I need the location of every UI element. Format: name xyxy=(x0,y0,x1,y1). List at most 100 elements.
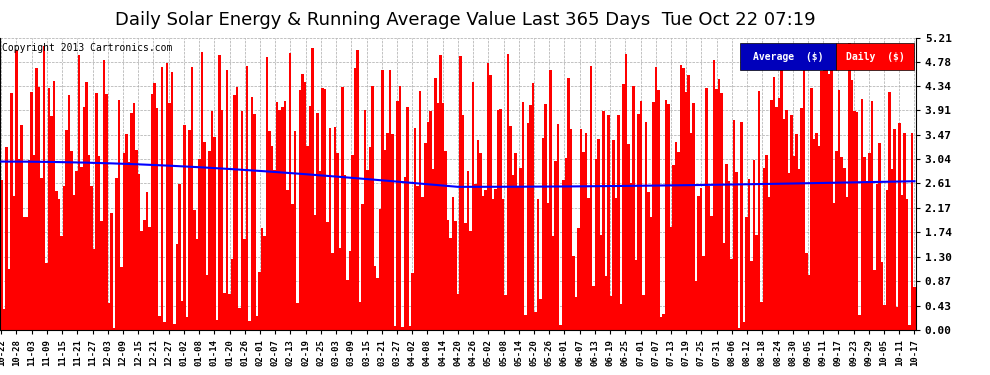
Bar xyxy=(116,178,118,330)
Bar xyxy=(281,107,283,330)
Bar xyxy=(386,132,389,330)
Bar xyxy=(863,158,865,330)
Bar xyxy=(153,82,155,330)
Bar xyxy=(582,152,584,330)
Bar xyxy=(540,300,542,330)
Bar xyxy=(401,327,404,330)
Bar xyxy=(369,147,371,330)
Bar xyxy=(98,156,100,330)
Text: Daily  ($): Daily ($) xyxy=(845,51,905,62)
Bar xyxy=(687,75,690,330)
Bar xyxy=(236,87,239,330)
Bar xyxy=(474,184,477,330)
Bar xyxy=(728,182,730,330)
Bar xyxy=(188,130,191,330)
Bar xyxy=(464,223,466,330)
Bar xyxy=(808,275,811,330)
Bar xyxy=(821,70,823,330)
Bar xyxy=(610,296,612,330)
Bar xyxy=(522,102,525,330)
Bar xyxy=(745,217,747,330)
Bar xyxy=(371,86,374,330)
Bar xyxy=(344,175,346,330)
Bar xyxy=(57,199,60,330)
FancyBboxPatch shape xyxy=(837,44,914,70)
Bar xyxy=(908,325,911,330)
Bar xyxy=(35,68,38,330)
Bar xyxy=(83,107,85,330)
Bar xyxy=(625,54,628,330)
Bar xyxy=(497,110,499,330)
Bar xyxy=(309,106,311,330)
Bar xyxy=(652,102,654,330)
Bar xyxy=(366,170,369,330)
Bar xyxy=(898,123,901,330)
Bar xyxy=(103,60,105,330)
Bar xyxy=(559,325,562,330)
Bar xyxy=(838,90,841,330)
Bar xyxy=(296,303,299,330)
Bar xyxy=(630,183,633,330)
Bar xyxy=(409,326,412,330)
Bar xyxy=(587,198,590,330)
Bar xyxy=(286,190,288,330)
Bar xyxy=(329,128,332,330)
Bar xyxy=(105,94,108,330)
Bar xyxy=(8,269,10,330)
Bar xyxy=(628,144,630,330)
Bar xyxy=(649,217,652,330)
Bar xyxy=(515,153,517,330)
Bar xyxy=(557,124,559,330)
Bar xyxy=(143,220,146,330)
Bar xyxy=(389,69,391,330)
Bar xyxy=(348,251,351,330)
Bar xyxy=(826,69,828,330)
Bar xyxy=(136,150,138,330)
Bar xyxy=(173,324,175,330)
Bar xyxy=(108,303,111,330)
Bar xyxy=(80,167,83,330)
Bar xyxy=(868,153,870,330)
Bar xyxy=(742,322,745,330)
Bar xyxy=(883,305,886,330)
Bar xyxy=(778,98,780,330)
Bar xyxy=(434,78,437,330)
Bar xyxy=(363,111,366,330)
Bar xyxy=(25,217,28,330)
Bar xyxy=(18,159,20,330)
Bar xyxy=(487,63,489,330)
Bar xyxy=(574,297,577,330)
Bar xyxy=(657,90,660,330)
Bar xyxy=(546,203,549,330)
Bar xyxy=(78,55,80,330)
Bar xyxy=(41,178,43,330)
Bar xyxy=(191,67,193,330)
Bar xyxy=(509,126,512,330)
Bar xyxy=(294,131,296,330)
Bar xyxy=(381,70,384,330)
Bar xyxy=(755,235,757,330)
Bar xyxy=(471,82,474,330)
Bar xyxy=(241,111,244,330)
Bar xyxy=(38,87,41,330)
Bar xyxy=(504,295,507,330)
Bar xyxy=(248,321,250,330)
Bar xyxy=(429,111,432,330)
Bar xyxy=(150,94,153,330)
Bar xyxy=(535,312,537,330)
Bar xyxy=(865,181,868,330)
Bar xyxy=(567,78,569,330)
Bar xyxy=(710,216,713,330)
Bar xyxy=(30,92,33,330)
Bar xyxy=(432,169,434,330)
Bar xyxy=(427,122,429,330)
Bar xyxy=(424,143,427,330)
Bar xyxy=(123,153,126,330)
Bar xyxy=(128,162,131,330)
Bar xyxy=(445,151,446,330)
Bar xyxy=(635,260,638,330)
Bar xyxy=(446,220,449,330)
Bar xyxy=(10,93,13,330)
Bar xyxy=(888,92,891,330)
Bar xyxy=(479,153,482,330)
